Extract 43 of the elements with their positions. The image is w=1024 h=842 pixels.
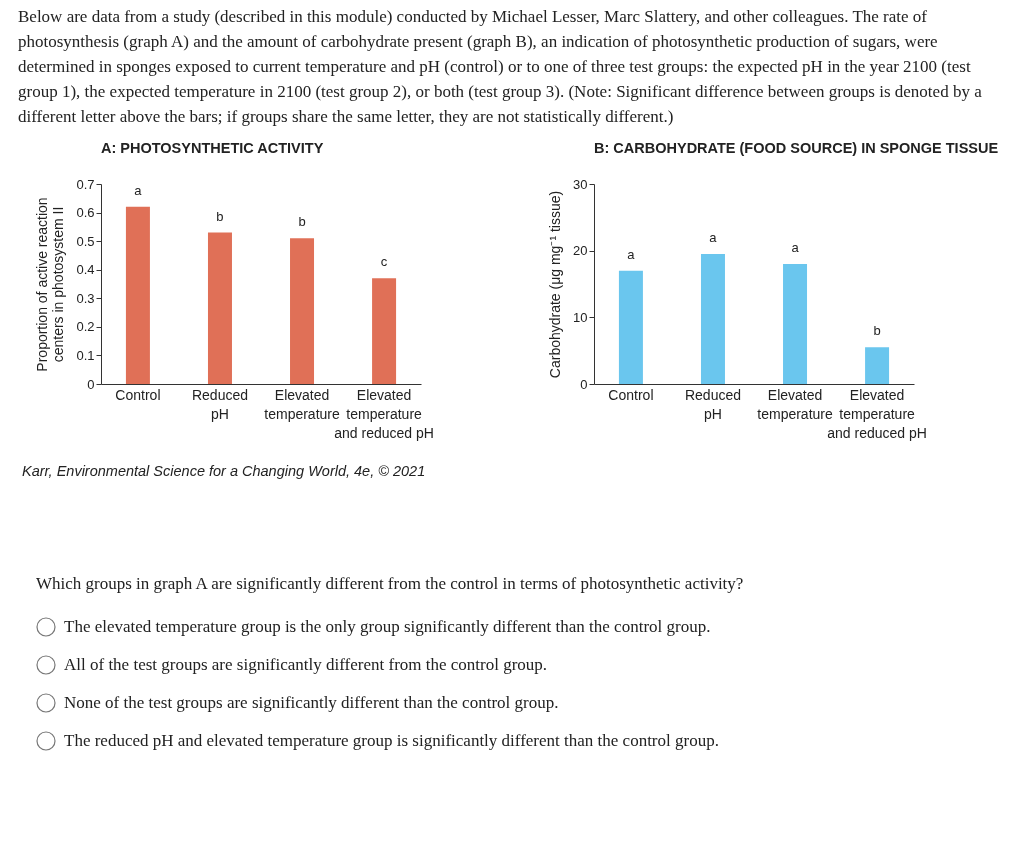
y-tick-label: 0.5 (76, 233, 95, 249)
bar (700, 254, 725, 384)
text: Which groups in graph A are significantly different from the control in terms of photosynthetic activity? (36, 574, 745, 594)
annotation: a (627, 246, 636, 262)
x-tick-label: Control (115, 386, 161, 403)
annotation: b (216, 208, 224, 224)
text: Below are data from a study (described in this module) conducted by Michael Lesser, Marc Slattery, and other colleagues. The rate of photosynthesis (graph A) and the amount of carbohydrate present (graph B), an indication of photosynthetic production of sugars, were determined in sponges exposed to current temperature and pH (control) or to one of three test groups: the expected pH in the year 2100 (test group 1), the expected temperature in 2100 (test group 2), or both (test group 3). (Note: Significant difference between groups is denoted by a different letter above the bars; if groups share the same letter, they are not statistically different.) (17, 6, 983, 128)
y-tick-label: 0.3 (76, 290, 95, 306)
y-tick-label: 30 (573, 176, 588, 192)
y-tick-label: 20 (573, 243, 588, 259)
y-tick-label: 0.6 (76, 205, 95, 221)
text: All of the test groups are significantly different from the control group. (64, 655, 548, 675)
bar (372, 278, 397, 384)
annotation: a (709, 230, 718, 245)
text: None of the test groups are significantly different than the control group. (64, 693, 559, 713)
text: The elevated temperature group is the only group significantly different than the control group. (64, 617, 711, 637)
y-tick-label: 0.2 (76, 319, 95, 335)
bar (783, 264, 808, 384)
y-axis-title: Proportion of active reaction centers in photosystem II (34, 197, 67, 372)
annotation: a (134, 182, 143, 198)
annotation: c (380, 254, 388, 270)
annotation: b (298, 214, 306, 230)
y-tick-label: 0 (580, 376, 588, 392)
text: The reduced pH and elevated temperature group is significantly different than the control group. (64, 731, 719, 751)
x-tick-label: Control (608, 386, 654, 403)
y-tick-label: 0.1 (76, 347, 95, 363)
y-tick-label: 0 (87, 376, 95, 392)
y-tick-label: 0.7 (76, 176, 95, 192)
annotation: b (873, 323, 881, 339)
annotation: a (791, 240, 800, 255)
text: Karr, Environmental Science for a Changing World, 4e, © 2021 (21, 462, 427, 479)
y-tick-label: 10 (573, 309, 588, 325)
bar (618, 270, 643, 384)
y-axis-title: Carbohydrate (μg mg⁻¹ tissue) (547, 190, 564, 379)
x-tick-label: Reduced pH (684, 386, 741, 422)
bar (207, 232, 232, 384)
bar (290, 238, 315, 384)
chart-title: A: PHOTOSYNTHETIC ACTIVITY (101, 139, 324, 156)
bar (865, 347, 890, 384)
y-tick-label: 0.4 (76, 262, 95, 278)
chart-title: B: CARBOHYDRATE (FOOD SOURCE) IN SPONGE TISSUE (594, 139, 999, 156)
x-tick-label: Reduced pH (191, 386, 248, 422)
bar (125, 206, 150, 384)
